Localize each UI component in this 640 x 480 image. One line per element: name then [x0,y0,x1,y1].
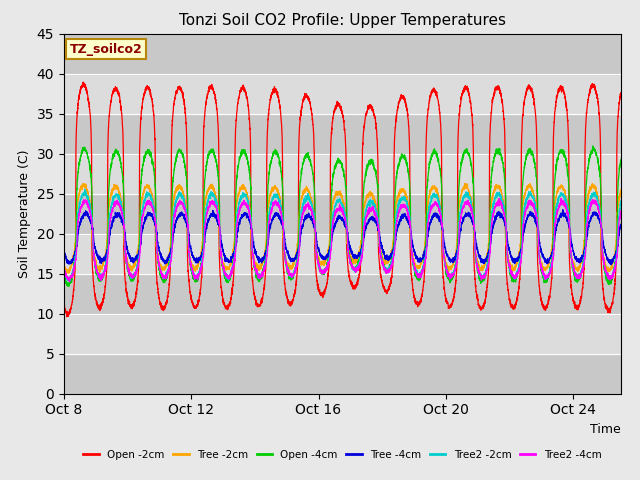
Line: Tree -4cm: Tree -4cm [64,210,621,264]
Tree2 -2cm [64,278,72,284]
Tree2 -4cm [66,279,74,285]
Open -4cm [589,143,596,149]
Line: Tree -2cm: Tree -2cm [64,183,621,273]
Open -2cm [617,90,625,96]
Bar [64,114,621,154]
Tree -4cm [562,214,570,219]
Bar [64,34,621,73]
Tree -2cm [120,231,127,237]
Line: Open -4cm: Open -4cm [64,146,621,286]
Tree2 -4cm [299,211,307,216]
Tree -2cm [64,270,72,276]
Tree -2cm [562,195,570,201]
Open -2cm [63,314,70,320]
Open -4cm [299,163,307,168]
Tree2 -2cm [120,217,127,223]
Bar [64,354,621,394]
Line: Tree2 -4cm: Tree2 -4cm [64,198,621,282]
Open -4cm [64,283,72,289]
Legend: Open -2cm, Tree -2cm, Open -4cm, Tree -4cm, Tree2 -2cm, Tree2 -4cm: Open -2cm, Tree -2cm, Open -4cm, Tree -4… [79,445,605,464]
Tree2 -2cm [419,268,426,274]
Tree -2cm [489,191,497,197]
Tree2 -2cm [617,198,625,204]
Tree2 -4cm [489,214,497,219]
Open -2cm [562,101,570,107]
Title: Tonzi Soil CO2 Profile: Upper Temperatures: Tonzi Soil CO2 Profile: Upper Temperatur… [179,13,506,28]
Tree -2cm [419,258,426,264]
Tree -2cm [461,180,468,186]
Open -2cm [277,111,285,117]
Open -2cm [419,289,426,295]
Tree -4cm [617,222,625,228]
X-axis label: Time: Time [590,423,621,436]
Bar [64,313,621,354]
Tree -4cm [276,218,284,224]
Open -2cm [60,301,68,307]
Tree -4cm [419,256,426,262]
Tree -2cm [617,188,625,193]
Bar [64,274,621,313]
Tree2 -4cm [557,195,565,201]
Tree -4cm [60,250,68,255]
Bar [64,193,621,234]
Open -4cm [276,164,284,170]
Y-axis label: Soil Temperature (C): Soil Temperature (C) [18,149,31,278]
Tree2 -2cm [299,203,307,208]
Open -4cm [60,269,68,275]
Line: Tree2 -2cm: Tree2 -2cm [64,189,621,281]
Tree2 -2cm [60,268,68,274]
Tree -4cm [120,223,127,229]
Tree2 -4cm [120,219,127,225]
Tree -4cm [559,207,566,213]
Bar [64,73,621,114]
Open -4cm [617,156,625,162]
Tree -4cm [607,262,615,267]
Tree2 -2cm [277,204,285,209]
Open -4cm [562,156,570,162]
Open -4cm [489,165,497,170]
Text: TZ_soilco2: TZ_soilco2 [70,43,142,56]
Tree -2cm [299,192,307,198]
Bar [64,154,621,193]
Tree -2cm [276,198,284,204]
Open -2cm [79,79,87,85]
Tree2 -2cm [489,206,497,212]
Tree2 -4cm [562,204,570,210]
Open -4cm [419,269,426,275]
Open -2cm [299,99,307,105]
Tree -2cm [60,262,68,268]
Tree -4cm [489,226,497,232]
Bar [64,234,621,274]
Open -2cm [489,96,497,102]
Tree2 -2cm [562,196,570,202]
Tree2 -4cm [276,207,284,213]
Tree -4cm [298,223,306,228]
Line: Open -2cm: Open -2cm [64,82,621,317]
Open -4cm [120,188,127,194]
Tree2 -2cm [81,186,89,192]
Tree2 -4cm [60,267,68,273]
Tree2 -4cm [617,209,625,215]
Open -2cm [120,248,127,253]
Tree2 -4cm [419,268,426,274]
